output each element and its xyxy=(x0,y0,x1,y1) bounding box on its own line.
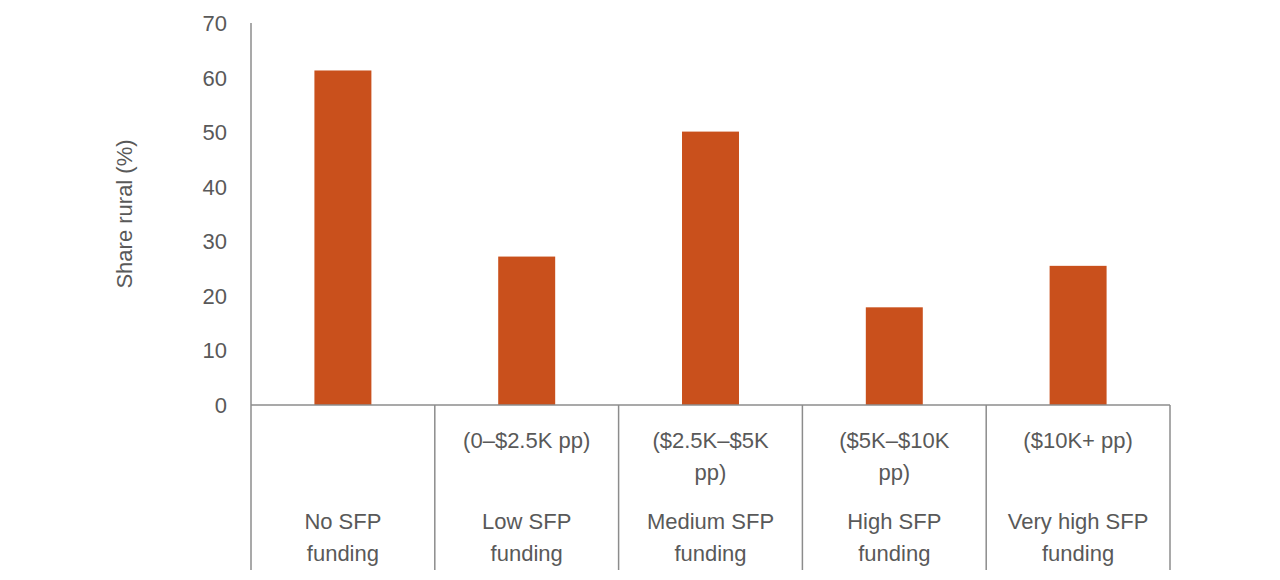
x-category-label: High SFP funding xyxy=(847,509,941,566)
x-category-label-line: funding xyxy=(491,541,563,566)
x-category-label-line: funding xyxy=(1042,541,1114,566)
y-tick-label: 0 xyxy=(215,393,227,418)
y-tick-label: 10 xyxy=(203,338,227,363)
x-category-label: Very high SFP funding xyxy=(1008,509,1149,566)
x-category-label-line: No SFP xyxy=(304,509,381,534)
x-category-range-line: pp) xyxy=(878,460,910,485)
category-separator xyxy=(618,405,620,570)
y-tick-label: 70 xyxy=(203,11,227,36)
x-category-range: (0–$2.5K pp) xyxy=(463,428,590,453)
y-axis-label: Share rural (%) xyxy=(112,139,137,288)
category-separator xyxy=(1169,405,1171,570)
x-category-label-line: funding xyxy=(858,541,930,566)
y-tick-label: 30 xyxy=(203,229,227,254)
category-separator xyxy=(802,405,804,570)
bar xyxy=(498,257,555,405)
y-tick-label: 40 xyxy=(203,175,227,200)
x-category-label: No SFP funding xyxy=(304,509,381,566)
chart-root: 0 10 20 30 40 50 60 70 Share rural (%) No SFP fund… xyxy=(0,0,1280,580)
y-axis xyxy=(250,23,252,570)
x-category-label-line: funding xyxy=(674,541,746,566)
x-category-label: Medium SFP funding xyxy=(647,509,774,566)
chart-svg: 0 10 20 30 40 50 60 70 Share rural (%) No SFP fund… xyxy=(0,0,1280,580)
category-separator xyxy=(985,405,987,570)
x-category-range-line: pp) xyxy=(695,460,727,485)
bar xyxy=(682,132,739,405)
x-category-range-line: (0–$2.5K pp) xyxy=(463,428,590,453)
x-category-range: ($2.5K–$5K pp) xyxy=(652,428,769,485)
x-category-label-line: Very high SFP xyxy=(1008,509,1149,534)
x-category-range: ($5K–$10K pp) xyxy=(839,428,949,485)
bar xyxy=(314,70,371,405)
x-category-range-line: ($5K–$10K xyxy=(839,428,949,453)
x-category-label-line: High SFP xyxy=(847,509,941,534)
y-tick-label: 50 xyxy=(203,120,227,145)
x-category-range: ($10K+ pp) xyxy=(1023,428,1132,453)
y-tick-label: 20 xyxy=(203,284,227,309)
bar xyxy=(866,307,923,405)
x-category-range-line: ($2.5K–$5K xyxy=(652,428,769,453)
category-separator xyxy=(434,405,436,570)
x-axis xyxy=(251,404,1170,406)
x-category-label-line: funding xyxy=(307,541,379,566)
bars xyxy=(314,70,1106,405)
x-category-label-line: Low SFP xyxy=(482,509,571,534)
x-category-label: Low SFP funding xyxy=(482,509,571,566)
x-category-range-line: ($10K+ pp) xyxy=(1023,428,1132,453)
x-category-label-line: Medium SFP xyxy=(647,509,774,534)
bar xyxy=(1050,266,1107,405)
y-tick-label: 60 xyxy=(203,66,227,91)
